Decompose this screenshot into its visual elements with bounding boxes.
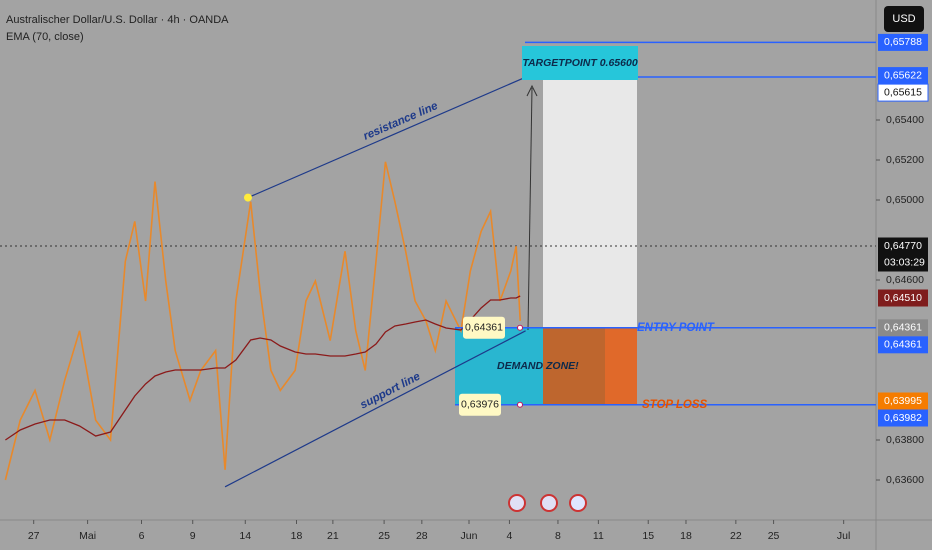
x-tick-label: Jul: [837, 530, 850, 542]
price-tag: [877, 83, 929, 102]
price-tag: [878, 289, 928, 307]
ema-line: [5, 295, 521, 441]
price-tag-label: 0,64770: [884, 240, 922, 252]
target-arrow: [527, 87, 533, 331]
entry-value-box: [463, 316, 505, 339]
entry-label: ENTRY POINT: [637, 322, 715, 334]
x-tick-label: 27: [28, 530, 40, 542]
zone-label: DEMAND ZONE!: [497, 360, 579, 372]
y-tick-label: 0,65400: [886, 114, 924, 126]
indicator-label: EMA (70, close): [6, 31, 84, 43]
x-tick-label: 15: [642, 530, 654, 542]
stop-label: STOP LOSS: [642, 399, 708, 411]
price-tag: [878, 319, 928, 337]
price-tag: [878, 67, 928, 85]
price-tag-label: 0,65615: [884, 86, 922, 98]
x-tick-label: 21: [327, 530, 339, 542]
countdown-label: 03:03:29: [884, 256, 925, 268]
stop-dot: [517, 401, 523, 408]
overlap-zone: [543, 327, 605, 405]
y-tick-label: 0,65200: [886, 154, 924, 166]
x-tick-label: 25: [378, 530, 390, 542]
price-tag-label: 0,64361: [884, 339, 922, 351]
price-tag: [878, 392, 928, 410]
event-icon[interactable]: [508, 494, 526, 512]
price-tag-label: 0,63995: [884, 395, 922, 407]
currency-label[interactable]: USD: [892, 13, 915, 25]
target-zone: [543, 77, 637, 328]
event-icons: [508, 494, 587, 512]
price-tag: [878, 237, 928, 272]
event-icon[interactable]: [540, 494, 558, 512]
entry-value-label: 0,64361: [465, 322, 503, 334]
x-tick-label: 25: [768, 530, 780, 542]
price-tag-label: 0,64510: [884, 292, 922, 304]
price-tag-label: 0,65622: [884, 69, 922, 81]
arrow-head: [526, 84, 538, 97]
demand-zone: [455, 327, 543, 405]
price-tag-label: 0,64361: [884, 322, 922, 334]
entry-dot: [517, 324, 523, 331]
x-tick-label: Jun: [461, 530, 478, 542]
x-tick-label: 22: [730, 530, 742, 542]
price-tag: [878, 336, 928, 354]
x-tick-label: 11: [593, 530, 604, 542]
target-label: TARGETPOINT 0.65600: [522, 57, 638, 69]
x-tick-label: 18: [291, 530, 303, 542]
x-tick-label: 8: [555, 530, 561, 542]
x-tick-label: 6: [139, 530, 145, 542]
x-tick-label: 14: [239, 530, 251, 542]
price-tag: [878, 33, 928, 51]
y-tick-label: 0,63800: [886, 434, 924, 446]
trend-line: [247, 76, 526, 199]
price-tag-label: 0,63982: [884, 412, 922, 424]
currency-button[interactable]: [884, 6, 924, 32]
x-tick-label: 9: [190, 530, 196, 542]
x-tick-label: 28: [416, 530, 428, 542]
x-tick-label: 4: [507, 530, 513, 542]
y-tick-label: 0,63600: [886, 474, 924, 486]
y-tick-label: 0,64600: [886, 274, 924, 286]
price-tag-label: 0,65788: [884, 36, 922, 48]
event-icon[interactable]: [569, 494, 587, 512]
stop-value-label: 0,63976: [461, 399, 499, 411]
y-tick-label: 0,65000: [886, 194, 924, 206]
stop-value-box: [459, 393, 501, 416]
chart-title: Australischer Dollar/U.S. Dollar · 4h · …: [6, 14, 229, 26]
price-tag: [878, 409, 928, 427]
x-tick-label: 18: [680, 530, 692, 542]
x-tick-label: Mai: [79, 530, 96, 542]
trend-line: [224, 330, 526, 488]
target-box: [522, 46, 638, 80]
price-line: [4, 161, 522, 481]
pivot-dot: [243, 193, 252, 202]
